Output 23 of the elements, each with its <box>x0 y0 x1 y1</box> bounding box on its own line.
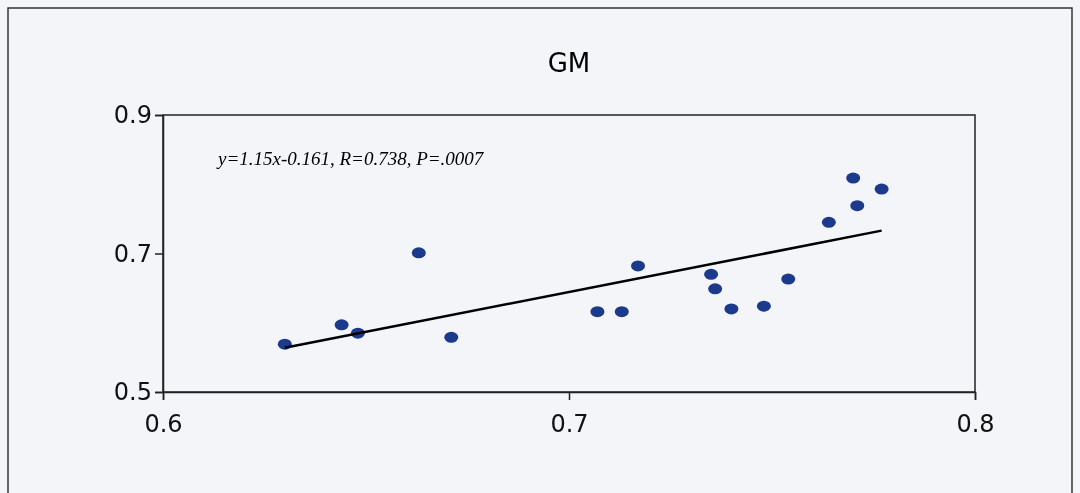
point <box>631 260 646 272</box>
point <box>874 183 889 195</box>
point <box>850 200 865 212</box>
point <box>846 172 861 184</box>
point <box>724 303 739 315</box>
point <box>756 300 771 312</box>
x-tick-label: 0.8 <box>956 409 995 438</box>
point <box>334 319 349 331</box>
point <box>708 283 723 295</box>
point <box>590 306 605 318</box>
point <box>821 216 836 228</box>
point <box>704 268 719 280</box>
point <box>444 331 459 343</box>
y-tick-label: 0.9 <box>113 101 152 130</box>
point <box>411 247 426 259</box>
y-tick-label: 0.7 <box>113 239 152 268</box>
y-tick-label: 0.5 <box>113 378 152 407</box>
x-tick-label: 0.7 <box>550 409 589 438</box>
annotation: y=1.15x-0.161, R=0.738, P=.0007 <box>216 148 485 169</box>
point <box>614 306 629 318</box>
chart-title: GM <box>547 48 591 78</box>
x-tick-label: 0.6 <box>144 409 183 438</box>
point <box>781 273 796 285</box>
